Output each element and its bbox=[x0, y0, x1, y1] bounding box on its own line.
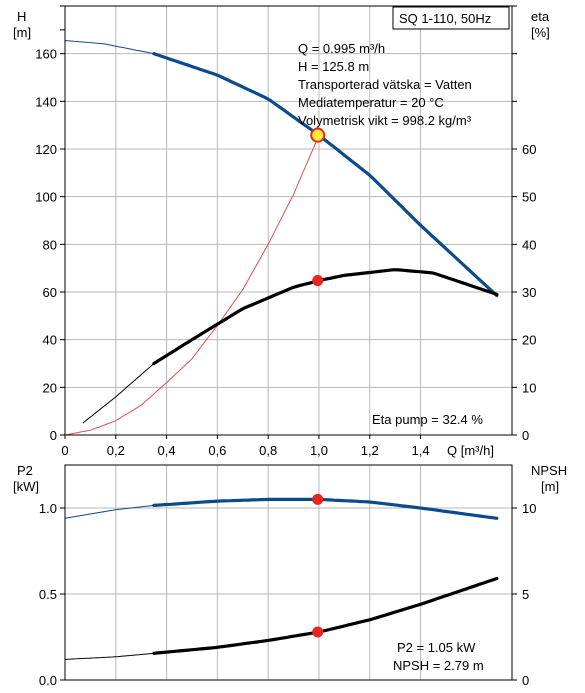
bottom-right-axis-unit: [m] bbox=[541, 479, 559, 494]
right-tick-label: 20 bbox=[522, 333, 536, 348]
right-tick-label: 60 bbox=[522, 142, 536, 157]
head-duty-marker bbox=[310, 127, 326, 143]
left-tick-label: 20 bbox=[43, 380, 57, 395]
top-right-axis-title: eta bbox=[531, 9, 550, 24]
left-tick-label: 0 bbox=[50, 428, 57, 443]
x-axis-label: Q [m³/h] bbox=[447, 443, 494, 458]
power-npsh-panel: 0.0 0.5 1.0 0 5 10 P2 [kW] NPSH [m] P2 = 1.0… bbox=[13, 463, 567, 688]
npsh-curve bbox=[152, 576, 499, 655]
head-curve-thin bbox=[64, 40, 154, 55]
right-tick-label: 50 bbox=[522, 190, 536, 205]
npsh-duty-marker bbox=[312, 626, 324, 638]
top-plot-frame bbox=[64, 5, 513, 436]
x-tick-label: 0,2 bbox=[107, 443, 125, 458]
info-line: Q = 0.995 m³/h bbox=[298, 41, 385, 56]
bottom-right-axis-ticks: 0 5 10 bbox=[512, 501, 536, 688]
x-tick-label: 1,2 bbox=[361, 443, 379, 458]
system-curve bbox=[64, 134, 320, 436]
info-line: Mediatemperatur = 20 °C bbox=[298, 95, 444, 110]
right-tick-label: 10 bbox=[522, 501, 536, 516]
top-grid bbox=[65, 6, 512, 435]
left-tick-label: 1.0 bbox=[39, 501, 57, 516]
p2-duty-marker bbox=[312, 493, 324, 505]
left-tick-label: 60 bbox=[43, 285, 57, 300]
head-efficiency-panel: 0 20 40 60 80 100 120 140 160 0 10 20 30 40 50 60 0 0,2… bbox=[13, 5, 550, 458]
top-left-axis-title: H bbox=[17, 9, 26, 24]
eta-curve-thin bbox=[82, 363, 155, 424]
eta-pump-note: Eta pump = 32.4 % bbox=[372, 412, 483, 427]
x-tick-label: 1,0 bbox=[310, 443, 328, 458]
result-line-p2: P2 = 1.05 kW bbox=[397, 640, 476, 655]
eta-curve bbox=[152, 268, 499, 366]
right-tick-label: 0 bbox=[522, 428, 529, 443]
left-tick-label: 100 bbox=[35, 190, 57, 205]
right-tick-label: 40 bbox=[522, 237, 536, 252]
right-tick-label: 30 bbox=[522, 285, 536, 300]
top-left-axis-ticks: 0 20 40 60 80 100 120 140 160 bbox=[35, 5, 65, 443]
npsh-curve-thin bbox=[64, 652, 154, 660]
left-tick-label: 40 bbox=[43, 333, 57, 348]
top-right-axis-ticks: 0 10 20 30 40 50 60 bbox=[512, 5, 536, 443]
top-left-axis-unit: [m] bbox=[13, 25, 31, 40]
bottom-left-axis-title: P2 bbox=[17, 463, 33, 478]
bottom-curves bbox=[64, 493, 499, 660]
bottom-left-axis-unit: [kW] bbox=[13, 479, 39, 494]
bottom-plot-frame bbox=[64, 464, 513, 681]
x-tick-label: 0,8 bbox=[259, 443, 277, 458]
bottom-left-axis-ticks: 0.0 0.5 1.0 bbox=[39, 501, 65, 688]
info-line: H = 125.8 m bbox=[298, 59, 369, 74]
info-line: Transporterad vätska = Vatten bbox=[298, 77, 472, 92]
right-tick-label: 10 bbox=[522, 380, 536, 395]
p2-curve bbox=[152, 497, 499, 520]
info-line: Volymetrisk vikt = 998.2 kg/m³ bbox=[298, 113, 472, 128]
left-tick-label: 0.0 bbox=[39, 673, 57, 688]
x-tick-label: 0,6 bbox=[208, 443, 226, 458]
left-tick-label: 160 bbox=[35, 47, 57, 62]
top-right-axis-unit: [%] bbox=[531, 25, 550, 40]
x-tick-label: 1,4 bbox=[412, 443, 430, 458]
left-tick-label: 140 bbox=[35, 94, 57, 109]
right-tick-label: 0 bbox=[522, 673, 529, 688]
top-x-axis-ticks: 0 0,2 0,4 0,6 0,8 1,0 1,2 1,4 bbox=[61, 435, 430, 458]
eta-duty-marker bbox=[312, 275, 324, 287]
left-tick-label: 0.5 bbox=[39, 587, 57, 602]
title-box-text: SQ 1-110, 50Hz bbox=[399, 11, 491, 26]
info-block: Q = 0.995 m³/h H = 125.8 m Transporterad… bbox=[298, 41, 472, 128]
bottom-right-axis-title: NPSH bbox=[531, 463, 567, 478]
head-curve bbox=[152, 52, 499, 298]
right-tick-label: 5 bbox=[522, 587, 529, 602]
title-box bbox=[392, 6, 510, 30]
left-tick-label: 120 bbox=[35, 142, 57, 157]
x-tick-label: 0 bbox=[61, 443, 68, 458]
left-tick-label: 80 bbox=[43, 237, 57, 252]
x-tick-label: 0,4 bbox=[158, 443, 176, 458]
top-curves bbox=[64, 40, 499, 436]
p2-curve-thin bbox=[64, 504, 154, 519]
result-line-npsh: NPSH = 2.79 m bbox=[393, 658, 484, 673]
